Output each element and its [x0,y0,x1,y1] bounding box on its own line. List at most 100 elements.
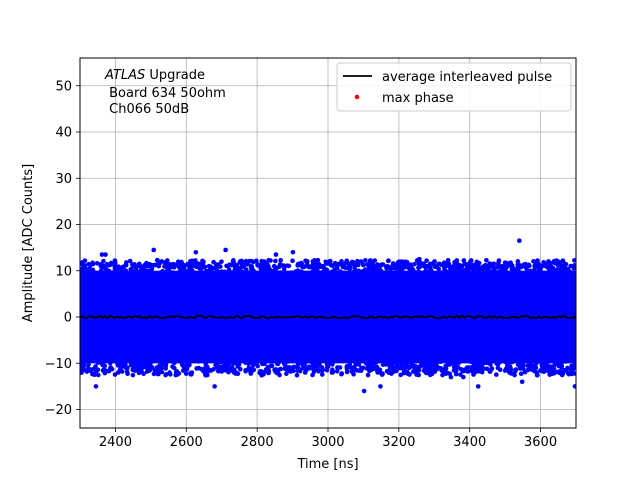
scatter-point [99,252,105,257]
scatter-point [386,264,392,270]
scatter-point [344,366,350,371]
scatter-point [468,365,474,370]
scatter-point [123,268,129,273]
scatter-point [395,366,400,372]
scatter-point [403,361,408,367]
scatter-point [476,358,482,364]
scatter-point [502,260,508,265]
scatter-point [515,262,521,268]
scatter-point [81,267,87,273]
scatter-point [189,370,195,375]
scatter-point [273,269,278,274]
scatter-point [212,270,218,276]
scatter-point [412,366,418,372]
scatter-point [98,263,104,269]
scatter-point [495,365,501,371]
scatter-point [206,263,212,269]
scatter-point [115,363,121,368]
scatter-point [552,362,558,368]
scatter-point [416,365,422,370]
scatter-point [320,269,325,275]
scatter-point [299,262,305,268]
scatter-point [189,258,195,264]
scatter-point [466,358,471,364]
scatter-point [112,264,118,269]
scatter-point [103,252,108,257]
scatter-point [243,267,249,272]
scatter-point [136,359,141,365]
scatter-point [219,359,224,365]
scatter-point [348,365,354,370]
scatter-point [159,365,164,371]
scatter-point [453,368,459,374]
scatter-point [412,261,417,267]
scatter-point [219,259,224,264]
scatter-point [330,269,336,275]
scatter-point [231,258,236,263]
scatter-point [518,371,524,377]
scatter-point [572,358,576,364]
scatter-point [500,263,505,269]
scatter-point [362,268,368,273]
scatter-point [275,360,281,365]
scatter-point [125,365,130,371]
scatter-point [536,267,542,272]
y-axis-label: Amplitude [ADC Counts] [21,164,36,322]
x-tick-label: 2800 [241,435,274,450]
scatter-point [264,263,269,269]
scatter-point [141,371,146,377]
scatter-point [258,358,264,364]
y-tick-label: 50 [55,79,72,94]
scatter-point [273,369,278,374]
scatter-point [503,366,509,372]
scatter-point [375,370,380,375]
scatter-point [215,365,220,370]
scatter-point [504,363,510,368]
scatter-point [98,360,104,365]
scatter-point [196,261,201,267]
legend-label-max-phase: max phase [382,91,454,106]
scatter-point [320,263,326,269]
scatter-point [406,365,412,371]
scatter-point [385,258,391,264]
scatter-point [226,369,231,375]
scatter-point [309,365,315,371]
scatter-point [127,258,133,264]
scatter-point [424,258,429,263]
scatter-point [346,261,352,267]
scatter-point [456,360,462,365]
scatter-point [307,264,312,270]
scatter-point [130,263,136,268]
scatter-point [487,369,493,374]
x-tick-label: 3200 [382,435,415,450]
scatter-point [332,260,338,266]
scatter-point [533,270,539,276]
scatter-point [462,367,468,373]
scatter-point [237,259,243,264]
scatter-point [494,372,499,377]
scatter-point [363,257,368,263]
scatter-point [459,264,465,270]
scatter-point [177,268,183,274]
scatter-point [365,372,371,378]
scatter-point [475,384,481,389]
annotation-line-3: Ch066 50dB [105,102,189,117]
scatter-point [81,363,87,368]
scatter-point [290,249,296,255]
scatter-point [115,270,121,276]
scatter-point [361,388,367,394]
scatter-point [495,362,501,367]
scatter-point [298,359,304,365]
scatter-point [548,264,554,269]
scatter-point [207,367,212,373]
scatter-point [249,269,254,274]
scatter-point [85,358,91,364]
scatter-point [446,269,452,274]
scatter-point [439,262,445,268]
scatter-point [351,372,356,377]
scatter-point [373,264,379,270]
x-tick-label: 2600 [170,435,203,450]
ticks: 2400 2600 2800 3000 3200 3400 3600 −20 −10 0 10 20 3… [45,79,558,450]
scatter-point [479,369,485,375]
scatter-point [416,372,421,378]
